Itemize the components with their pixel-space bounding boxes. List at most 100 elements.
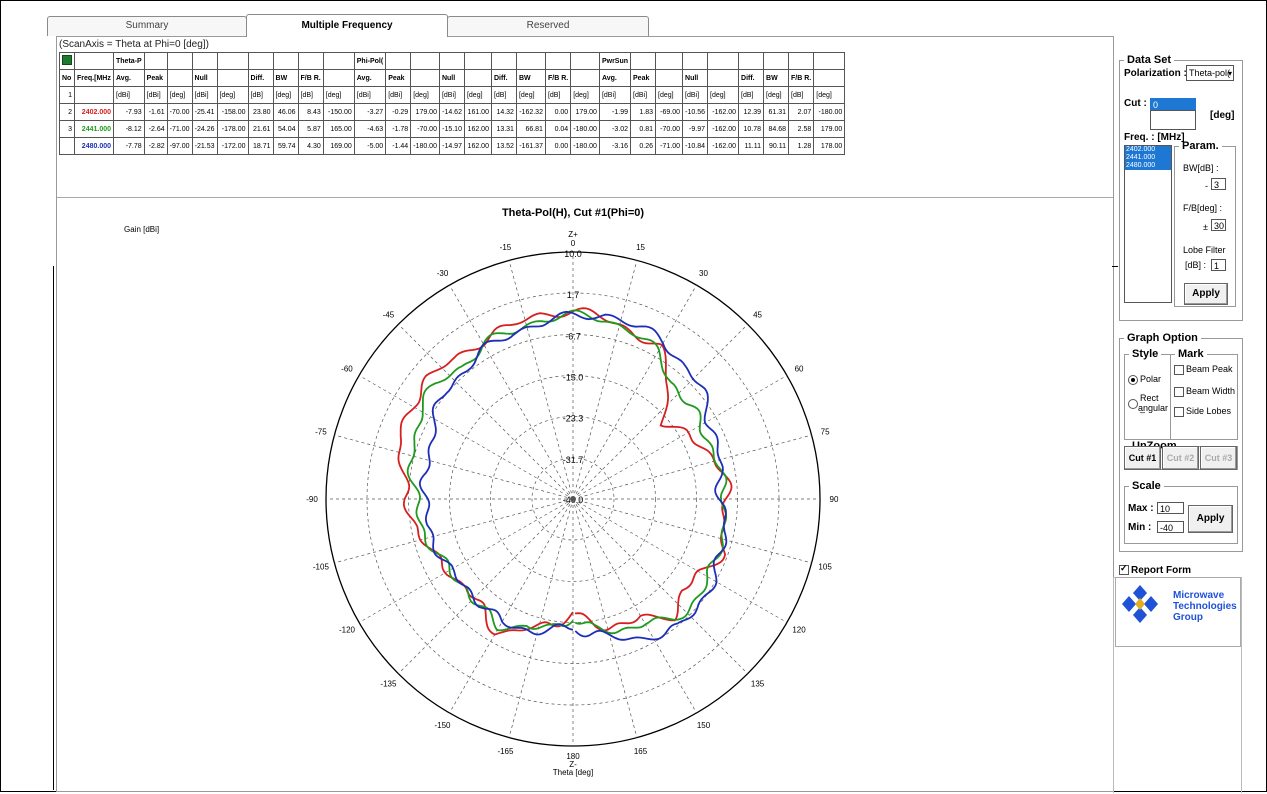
table-cell: 23.80 — [247, 103, 274, 121]
apply-param-button[interactable]: Apply — [1184, 283, 1228, 305]
table-cell: -1.78 — [385, 120, 412, 138]
row-frequency: 2441.000 — [74, 120, 114, 138]
column-header — [813, 69, 846, 87]
mark-beam-peak-checkbox[interactable]: Beam Peak — [1174, 364, 1233, 375]
grid-spoke — [572, 284, 697, 500]
style-rect-radio[interactable]: Rect _ angular — [1128, 393, 1168, 413]
scale-min-input[interactable]: -40 — [1157, 521, 1184, 533]
unit-cell: [deg] — [216, 86, 249, 104]
column-header — [463, 69, 492, 87]
table-cell: 4.30 — [297, 137, 324, 155]
grid-spoke — [572, 324, 748, 500]
unit-cell: [dB] — [788, 86, 815, 104]
cut3-button[interactable]: Cut #3 — [1200, 446, 1237, 470]
mark-beam-width-checkbox[interactable]: Beam Width — [1174, 386, 1235, 397]
mark-group: Mark — [1170, 348, 1238, 440]
table-cell: -162.00 — [707, 120, 740, 138]
scale-group: Scale — [1124, 480, 1238, 544]
unit-cell: [deg] — [463, 86, 492, 104]
table-cell: 0.81 — [630, 120, 657, 138]
report-form-checkbox[interactable]: ✓ Report Form — [1119, 563, 1191, 576]
table-cell: -161.37 — [515, 137, 546, 155]
tab-bar: Summary Multiple Frequency Reserved — [47, 14, 1117, 37]
table-cell: 5.87 — [297, 120, 324, 138]
column-header: Peak — [630, 69, 657, 87]
table-row[interactable]: 3 2441.000 -8.12 -2.64 -71.00 -24.26 -178.00 21… — [59, 120, 846, 138]
tab-reserved[interactable]: Reserved — [447, 16, 649, 36]
table-cell: 54.04 — [272, 120, 299, 138]
unit-cell: [deg] — [166, 86, 193, 104]
mark-side-lobes-checkbox[interactable]: Side Lobes — [1174, 406, 1231, 417]
group-header-phi: Phi-Pol( — [353, 52, 387, 70]
group-header-theta: Theta-P — [113, 52, 145, 70]
grid-spoke — [572, 498, 697, 714]
table-cell: 66.81 — [515, 120, 546, 138]
table-cell: -1.44 — [385, 137, 412, 155]
freq-list-item[interactable]: 2480.000 — [1125, 162, 1171, 170]
bottom-axis-angle: 180 — [566, 752, 580, 761]
angle-label: -75 — [315, 427, 327, 436]
bw-input[interactable]: 3 — [1211, 178, 1226, 190]
column-header: Diff. — [247, 69, 274, 87]
angle-label: 105 — [818, 563, 832, 572]
table-cell: 18.71 — [247, 137, 274, 155]
grid-spoke — [572, 498, 788, 623]
table-row[interactable]: 2480.000 -7.78 -2.82 -97.00 -21.53 -172.00 18.… — [59, 137, 846, 155]
table-cell: 13.31 — [490, 120, 517, 138]
top-axis-angle: 0 — [571, 239, 576, 248]
data-set-group: Data Set — [1119, 54, 1243, 321]
unit-cell: [dB] — [544, 86, 572, 104]
freq-list-item[interactable]: 2402.000 — [1125, 146, 1171, 154]
mark-side-lobes-label: Side Lobes — [1186, 406, 1232, 416]
lobe-filter-input[interactable]: 1 — [1211, 259, 1226, 271]
style-polar-radio[interactable]: Polar — [1128, 374, 1161, 385]
cut-input[interactable]: 0 — [1150, 98, 1196, 110]
grid-spoke — [449, 284, 574, 500]
table-cell: -5.00 — [353, 137, 387, 155]
angle-label: -150 — [434, 721, 451, 730]
cut2-button[interactable]: Cut #2 — [1162, 446, 1199, 470]
excel-export-icon[interactable] — [62, 55, 72, 65]
cut1-button[interactable]: Cut #1 — [1124, 446, 1161, 470]
polarization-label: Polarization : — [1124, 68, 1187, 79]
fb-label: F/B[deg] : — [1183, 203, 1223, 213]
tab-multiple-frequency[interactable]: Multiple Frequency — [246, 14, 448, 37]
cut-input-box[interactable] — [1150, 110, 1196, 130]
tab-summary[interactable]: Summary — [47, 16, 247, 36]
param-title: Param. — [1182, 140, 1219, 152]
style-rect-label-2: angular — [1138, 403, 1169, 413]
table-cell: 21.61 — [247, 120, 274, 138]
lobe-filter-unit: [dB] : — [1185, 260, 1207, 270]
fb-input[interactable]: 30 — [1211, 219, 1226, 231]
column-header — [166, 69, 193, 87]
table-cell: -3.02 — [598, 120, 632, 138]
table-cell: 179.00 — [813, 120, 846, 138]
freq-list-item[interactable]: 2441.000 — [1125, 154, 1171, 162]
cut-unit: [deg] — [1210, 110, 1235, 121]
column-header: Null — [438, 69, 465, 87]
table-cell: 161.00 — [463, 103, 492, 121]
table-cell: -180.00 — [570, 137, 600, 155]
style-title: Style — [1132, 348, 1159, 360]
table-cell: -24.26 — [191, 120, 218, 138]
table-cell: 165.00 — [322, 120, 355, 138]
grid-ring — [490, 416, 656, 582]
apply-scale-button[interactable]: Apply — [1188, 505, 1233, 533]
freq-listbox[interactable]: 2402.000 2441.000 2480.000 — [1124, 145, 1172, 303]
polarization-select[interactable]: Theta-pol( ▾ — [1186, 65, 1234, 81]
table-cell: 169.00 — [322, 137, 355, 155]
table-cell: 1.28 — [788, 137, 815, 155]
table-row[interactable]: 2 2402.000 -7.93 -1.61 -70.00 -25.41 -158.00 23… — [59, 103, 846, 121]
scale-max-input[interactable]: 10 — [1157, 502, 1184, 514]
scale-min-label: Min : — [1128, 522, 1152, 533]
column-header: BW — [763, 69, 790, 87]
table-cell: -7.78 — [113, 137, 145, 155]
freq-label: Freq. : [MHz] — [1124, 132, 1185, 143]
right-tick — [1112, 266, 1118, 267]
scale-title: Scale — [1132, 480, 1161, 492]
column-header: Avg. — [353, 69, 387, 87]
table-cell: -10.84 — [682, 137, 709, 155]
table-cell: -178.00 — [216, 120, 249, 138]
table-cell: -1.61 — [143, 103, 168, 121]
logo-line-2: Technologies — [1173, 601, 1237, 612]
